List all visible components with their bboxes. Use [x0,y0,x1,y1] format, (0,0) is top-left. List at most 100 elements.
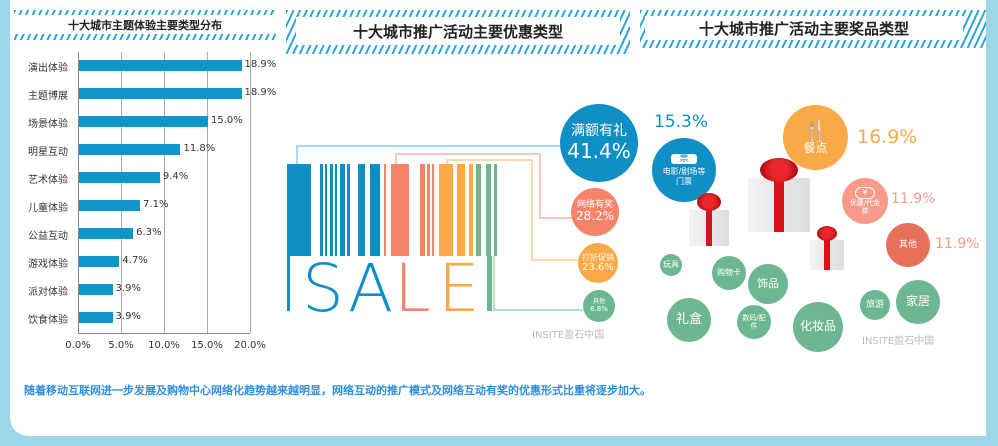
barcode-bar [340,164,345,256]
ticket-label: 电影/剧场等门票 [662,167,706,186]
barcode-bar [469,164,473,256]
prize-label: 饰品 [757,276,779,290]
connector-line [446,159,578,261]
prize-label: 礼盒 [675,311,702,327]
barcode-bar [287,164,299,256]
value-label: 4.7% [122,255,148,266]
gridline [207,52,208,333]
prize-circle-ticket: 票 电影/剧场等门票 [652,138,716,202]
x-tick-label: 20.0% [234,340,266,351]
bar-chart: 0.0% 5.0% 10.0% 15.0% 20.0% 演出体验 18.9% 主题博展 18.9… [0,0,280,360]
category-label: 明星互动 [28,147,68,158]
promo-label: 打折促销 [582,252,614,262]
prize-circle-food: 🍴 餐点 [783,105,848,170]
other-label: 其他 [898,239,917,250]
food-label: 餐点 [803,141,828,156]
prize-circle-small: 数码/配件 [737,305,771,339]
bar [79,312,113,323]
prize-label: 旅游 [865,299,884,310]
bar [79,116,208,127]
prize-label: 家居 [905,294,930,309]
value-label: 6.3% [136,227,162,238]
bar [79,60,242,71]
prize-circle-small: 旅游 [860,290,890,320]
promo-value: 41.4% [567,138,631,163]
barcode-bar [439,164,453,256]
sale-letter: E [438,250,480,327]
ticket-value: 15.3% [654,112,709,132]
prize-circle-small: 购物卡 [712,256,746,290]
gridline [250,52,251,333]
gift-box-icon [748,178,810,232]
prize-circle-small: 化妆品 [793,302,843,352]
barcode-bar [370,164,380,256]
sale-letter: A [348,250,393,327]
bar [79,144,181,155]
ticket-icon: 票 [671,154,697,165]
value-label: 9.4% [162,171,189,182]
barcode-bar [476,164,481,256]
barcode-bar [494,164,497,256]
category-label: 儿童体验 [28,203,68,214]
prize-title: 十大城市推广活动主要奖品类型 [698,19,909,38]
value-label: 18.9% [244,87,277,98]
x-tick-label: 15.0% [191,340,223,351]
watermark: INSITE盈石中国 [862,336,935,347]
y-axis [78,52,79,333]
other-value: 11.9% [935,236,980,252]
barcode-bar [287,256,290,311]
promo-label: 网络有奖 [576,199,613,210]
promo-circle-other: 其他 6.8% [583,290,615,322]
barcode-bar [420,164,425,256]
value-label: 3.9% [115,283,141,294]
value-label: 3.9% [115,311,141,322]
bar [79,228,134,239]
barcode-bar [330,164,333,256]
sale-letter: S [302,250,344,327]
barcode-bar [486,164,491,256]
barcode-bar [432,164,434,256]
watermark: INSITE盈石中国 [532,330,605,341]
category-label: 游戏体验 [28,259,68,270]
prize-label: 购物卡 [717,268,741,278]
category-label: 场景体验 [28,119,68,130]
food-value: 16.9% [857,126,918,148]
barcode-bar [391,164,409,256]
category-label: 主题博展 [28,91,68,102]
barcode-bar [347,164,350,256]
gift-box-icon [810,240,844,270]
chart-title: 十大城市主题体验主要类型分布 [68,18,222,32]
prize-label: 数码/配件 [742,313,766,330]
prize-circle-small: 礼盒 [667,298,711,342]
prize-label: 化妆品 [799,319,836,334]
promo-title: 十大城市推广活动主要优惠类型 [352,22,563,41]
barcode-bar [358,164,365,256]
connector-line [395,153,572,219]
value-label: 11.8% [183,143,216,154]
barcode-bar [297,164,311,256]
connector-line [493,256,583,311]
value-label: 18.9% [244,59,277,70]
yuan-icon: ¥ [855,187,875,199]
value-label: 7.1% [143,199,169,210]
bar [79,256,120,267]
barcode-bar [427,164,430,256]
bow-icon [817,226,837,241]
promo-label: 满额有礼 [571,123,627,140]
infographic-card [10,0,986,436]
x-tick-label: 5.0% [108,340,134,351]
category-label: 艺术体验 [28,175,68,186]
promo-value: 6.8% [590,305,608,314]
promo-circle-full-gift: 满额有礼 41.4% [560,104,638,182]
bar [79,172,160,183]
prize-label: 玩具 [663,260,679,270]
category-label: 公益互动 [28,231,68,242]
promo-circle-discount: 打折促销 23.6% [578,243,618,283]
gridline [164,52,165,333]
barcode-bar [384,164,386,256]
prize-circle-small: 玩具 [660,254,682,276]
barcode-bar [457,164,465,256]
category-label: 饮食体验 [28,315,68,326]
promo-circle-online-prize: 网络有奖 28.2% [571,188,619,236]
